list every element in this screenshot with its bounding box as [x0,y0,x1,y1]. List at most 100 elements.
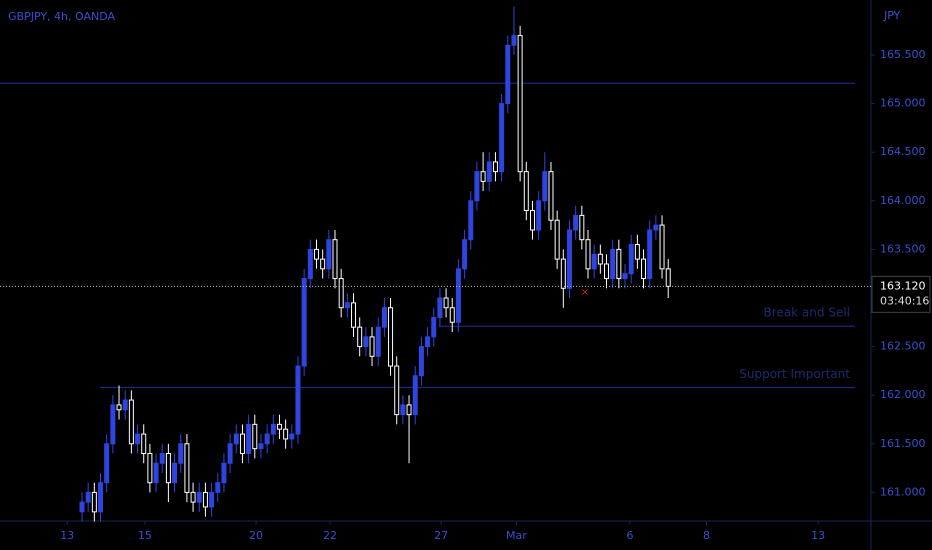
candle-body [172,462,178,484]
candle-body [597,253,603,265]
candle-body [209,491,215,508]
y-tick-label: 161.500 [880,437,926,450]
candle-body [573,214,579,231]
candle-body [659,224,665,270]
level-label: Break and Sell [764,306,850,320]
candle-body [381,307,387,328]
candle-body [351,302,357,328]
candle-body [147,453,153,484]
candle-body [313,248,319,260]
candle-body [536,200,542,231]
candle-body [283,428,289,440]
candle-body [122,399,128,411]
candle-body [499,103,505,173]
last-price-label: 163.120 [880,279,926,292]
candle-body [369,336,375,357]
candle-body [215,482,221,493]
candle-body [153,462,159,484]
candle-body [252,423,258,450]
candle-body [400,404,406,416]
x-tick-label: 6 [626,529,633,542]
y-tick-label: 164.000 [880,194,926,207]
candle-body [468,200,474,241]
candle-body [406,404,412,416]
candle-body [443,297,449,309]
candle-body [338,278,344,309]
candle-body [91,491,97,513]
candle-body [178,443,184,464]
candle-body [622,273,628,280]
y-tick-label: 165.000 [880,97,926,110]
candle-body [542,171,548,202]
candle-body [276,423,282,430]
candle-body [486,161,492,182]
x-tick-label: 13 [60,529,74,542]
candle-body [449,307,455,323]
candle-body [394,365,400,416]
x-tick-label: 13 [811,529,825,542]
candle-body [289,433,295,440]
candle-body [246,423,252,455]
candle-body [425,336,431,348]
candle-body [653,224,659,231]
candle-body [431,316,437,338]
candle-body [665,268,671,287]
candle-body [634,244,640,260]
y-tick-label: 165.500 [880,48,926,61]
countdown-label: 03:40:16 [880,294,929,307]
candle-body [196,491,202,503]
candle-body [227,443,233,464]
candle-body [326,239,332,270]
currency-label: JPY [883,9,901,22]
y-tick-label: 162.500 [880,340,926,353]
x-tick-label: 27 [434,529,448,542]
candle-body [264,433,270,445]
candle-body [604,263,610,280]
candle-body [462,239,468,270]
candle-body [79,501,85,513]
candle-body [480,171,486,182]
candle-body [610,248,616,280]
candle-body [437,297,443,318]
candle-body [202,491,208,508]
candle-body [307,248,313,280]
candle-body [344,302,350,309]
x-tick-label: 8 [703,529,710,542]
candle-body [332,239,338,280]
candle-body [135,433,141,445]
candle-body [141,433,147,455]
candle-body [363,336,369,348]
candle-body [616,248,622,280]
candle-body [566,229,572,289]
x-tick-label: Mar [506,529,527,542]
candle-body [517,35,523,173]
candle-body [159,453,165,464]
candle-body [579,214,585,241]
candle-body [523,171,529,212]
x-tick-label: 20 [249,529,263,542]
candle-body [221,462,227,484]
candle-body [295,365,301,435]
candle-body [474,171,480,202]
candle-body [320,258,326,270]
candle-body [591,253,597,270]
candle-body [357,326,363,348]
last-price-box [871,275,931,313]
candle-body [270,423,276,435]
candle-body [585,239,591,270]
candle-body [128,399,134,445]
y-tick-label: 161.000 [880,485,926,498]
candle-body [492,161,498,173]
candle-body [98,482,104,513]
candle-body [529,210,535,231]
candle-body [647,229,653,280]
candle-body [375,326,381,357]
candle-body [110,404,116,445]
chart-title: GBPJPY, 4h, OANDA [8,10,116,23]
candle-body [184,443,190,493]
candle-body [628,244,634,275]
candle-body [388,307,394,367]
candle-body [301,278,307,367]
candle-body [165,453,171,484]
